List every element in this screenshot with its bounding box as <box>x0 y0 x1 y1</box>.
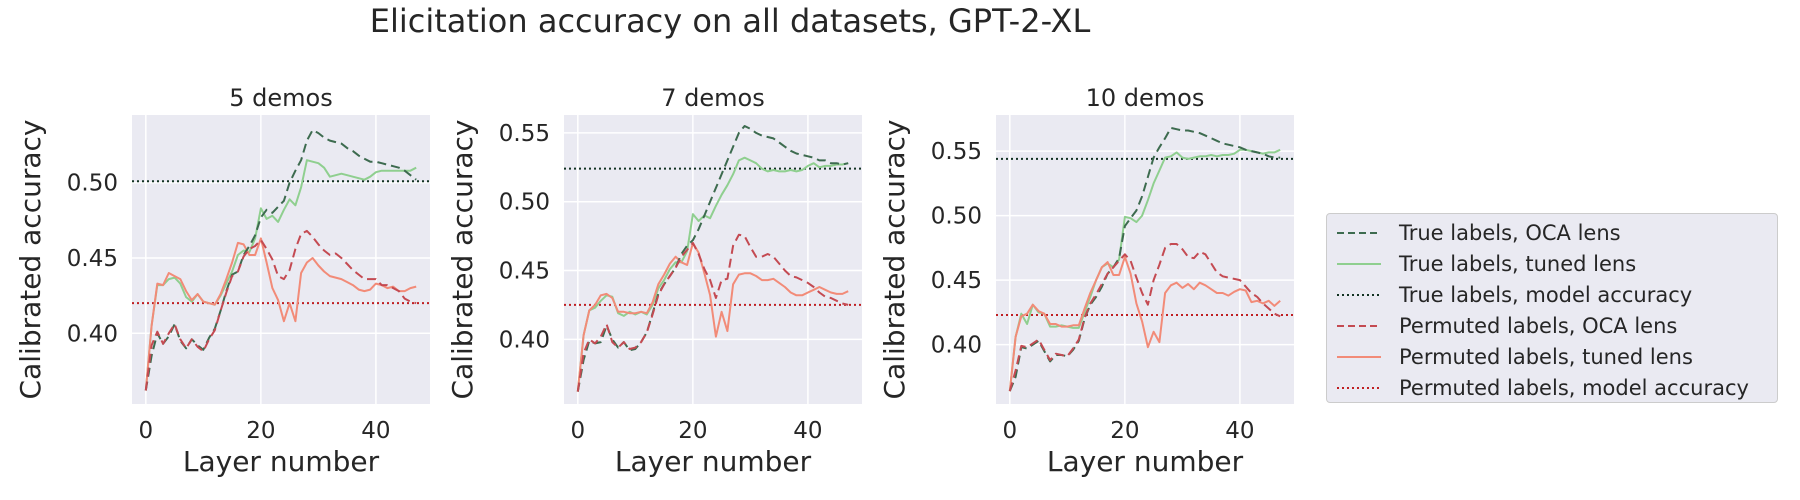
x-tick-label: 40 <box>1225 418 1254 444</box>
x-tick-label: 20 <box>678 418 707 444</box>
legend-swatch <box>1337 386 1381 389</box>
y-tick-label: 0.40 <box>931 333 982 359</box>
y-axis-label: Calibrated accuracy <box>878 120 911 400</box>
legend-label: True labels, tuned lens <box>1399 251 1637 276</box>
legend-item: Permuted labels, OCA lens <box>1337 310 1767 341</box>
plot-area <box>996 115 1294 404</box>
legend-label: Permuted labels, tuned lens <box>1399 344 1693 369</box>
legend-item: Permuted labels, model accuracy <box>1337 372 1767 403</box>
legend-label: Permuted labels, OCA lens <box>1399 313 1678 338</box>
figure-title: Elicitation accuracy on all datasets, GP… <box>369 2 1091 40</box>
panel-title: 10 demos <box>1086 84 1205 112</box>
legend-swatch <box>1337 355 1381 358</box>
panel-title: 5 demos <box>229 84 332 112</box>
legend-swatch <box>1337 262 1381 265</box>
x-tick-label: 20 <box>246 418 275 444</box>
y-tick-label: 0.55 <box>931 139 982 165</box>
series-line-true-labels-tuned-lens <box>1008 148 1281 392</box>
plot-area <box>564 115 862 404</box>
x-tick-label: 40 <box>793 418 822 444</box>
legend-item: True labels, tuned lens <box>1337 248 1767 279</box>
x-axis-label: Layer number <box>615 445 812 478</box>
legend-swatch <box>1337 293 1381 296</box>
y-axis-label: Calibrated accuracy <box>446 120 479 400</box>
y-tick-label: 0.45 <box>931 268 982 294</box>
y-tick-label: 0.50 <box>499 190 550 216</box>
chart-panel-3: 0 20 40 0.40 0.45 0.50 0.55 10 demos Layer numbe… <box>878 84 1294 478</box>
y-tick-label: 0.50 <box>67 171 118 197</box>
legend-label: True labels, model accuracy <box>1399 282 1693 307</box>
plot-area <box>132 115 430 404</box>
legend: True labels, OCA lens True labels, tuned … <box>1326 213 1778 403</box>
y-tick-label: 0.50 <box>931 204 982 230</box>
legend-swatch <box>1337 324 1381 327</box>
x-tick-label: 0 <box>570 418 585 444</box>
legend-item: True labels, OCA lens <box>1337 217 1767 248</box>
series-line-permuted-labels-tuned-lens <box>1008 255 1281 392</box>
y-tick-label: 0.40 <box>499 327 550 353</box>
y-tick-label: 0.40 <box>67 321 118 347</box>
y-tick-label: 0.45 <box>67 246 118 272</box>
x-axis-label: Layer number <box>1047 445 1244 478</box>
series-line-true-labels-oca-lens <box>1008 126 1281 392</box>
x-tick-label: 0 <box>1002 418 1017 444</box>
legend-item: True labels, model accuracy <box>1337 279 1767 310</box>
series-line-true-labels-tuned-lens <box>576 156 849 392</box>
series-line-permuted-labels-oca-lens <box>576 233 849 392</box>
y-tick-label: 0.45 <box>499 259 550 285</box>
series-line-true-labels-tuned-lens <box>144 159 417 391</box>
x-tick-label: 20 <box>1110 418 1139 444</box>
legend-label: Permuted labels, model accuracy <box>1399 375 1749 400</box>
series-line-permuted-labels-oca-lens <box>144 229 417 391</box>
legend-label: True labels, OCA lens <box>1399 220 1621 245</box>
legend-item: Permuted labels, tuned lens <box>1337 341 1767 372</box>
x-tick-label: 40 <box>361 418 390 444</box>
chart-panel-2: 0 20 40 0.40 0.45 0.50 0.55 7 demos Layer number… <box>446 84 862 478</box>
series-line-permuted-labels-tuned-lens <box>144 237 417 391</box>
series-line-permuted-labels-tuned-lens <box>576 242 849 392</box>
x-axis-label: Layer number <box>183 445 380 478</box>
y-tick-label: 0.55 <box>499 121 550 147</box>
panel-title: 7 demos <box>661 84 764 112</box>
y-axis-label: Calibrated accuracy <box>14 120 47 400</box>
legend-swatch <box>1337 231 1381 234</box>
series-line-permuted-labels-oca-lens <box>1008 243 1281 392</box>
chart-panel-1: 0 20 40 0.40 0.45 0.50 5 demos Layer number Cali… <box>14 84 430 478</box>
x-tick-label: 0 <box>138 418 153 444</box>
